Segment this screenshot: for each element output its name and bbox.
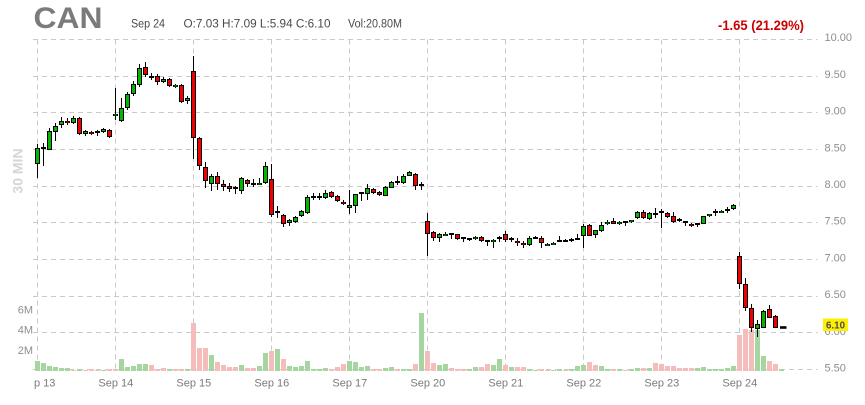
svg-text:Vol:20.80M: Vol:20.80M bbox=[348, 18, 402, 30]
svg-text:10.00: 10.00 bbox=[825, 32, 853, 44]
svg-text:7.00: 7.00 bbox=[825, 252, 846, 264]
svg-text:7.50: 7.50 bbox=[825, 216, 846, 228]
svg-text:5.50: 5.50 bbox=[825, 363, 846, 375]
svg-text:Sep 16: Sep 16 bbox=[254, 377, 289, 389]
svg-text:30 MIN: 30 MIN bbox=[10, 148, 26, 193]
svg-text:Sep 22: Sep 22 bbox=[566, 377, 601, 389]
svg-text:O:7.03 H:7.09 L:5.94 C:6.10: O:7.03 H:7.09 L:5.94 C:6.10 bbox=[184, 18, 331, 30]
svg-text:p 13: p 13 bbox=[34, 377, 55, 389]
svg-text:CAN: CAN bbox=[34, 2, 103, 35]
svg-text:8.50: 8.50 bbox=[825, 142, 846, 154]
svg-text:Sep 20: Sep 20 bbox=[410, 377, 445, 389]
svg-text:9.50: 9.50 bbox=[825, 69, 846, 81]
svg-text:9.00: 9.00 bbox=[825, 106, 846, 118]
svg-text:8.00: 8.00 bbox=[825, 179, 846, 191]
svg-text:6.10: 6.10 bbox=[826, 319, 845, 331]
svg-text:Sep 24: Sep 24 bbox=[722, 377, 757, 389]
svg-text:6.50: 6.50 bbox=[825, 289, 846, 301]
svg-text:Sep 14: Sep 14 bbox=[98, 377, 133, 389]
svg-text:2M: 2M bbox=[18, 345, 33, 357]
svg-text:Sep 21: Sep 21 bbox=[488, 377, 523, 389]
svg-text:Sep 23: Sep 23 bbox=[644, 377, 679, 389]
svg-text:4M: 4M bbox=[18, 325, 33, 337]
svg-text:-1.65 (21.29%): -1.65 (21.29%) bbox=[718, 18, 804, 33]
svg-text:6M: 6M bbox=[18, 304, 33, 316]
svg-text:Sep 17: Sep 17 bbox=[332, 377, 367, 389]
svg-text:Sep 15: Sep 15 bbox=[176, 377, 211, 389]
svg-text:Sep 24: Sep 24 bbox=[131, 18, 166, 30]
